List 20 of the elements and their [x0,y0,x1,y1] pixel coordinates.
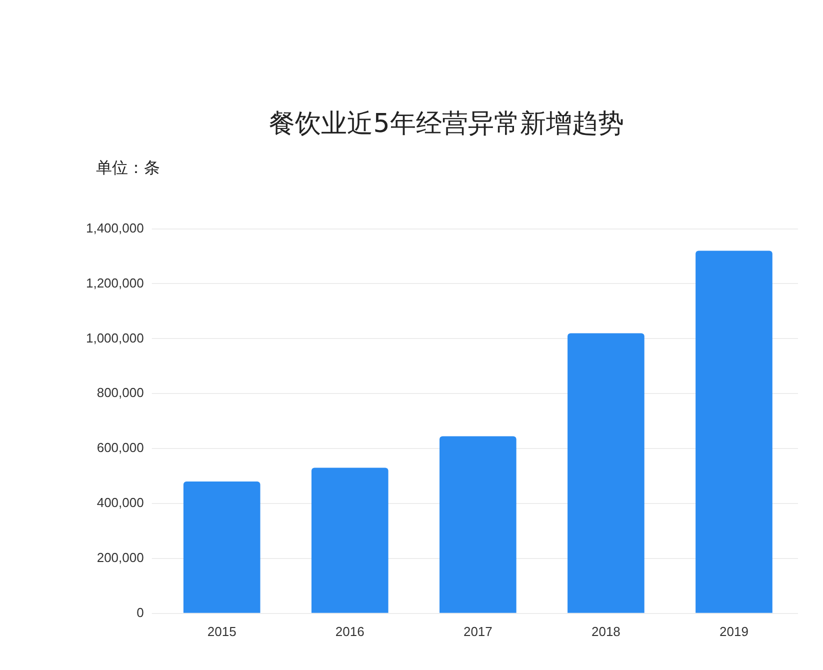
y-tick-label: 1,400,000 [86,220,144,236]
chart-title: 餐饮业近5年经营异常新增趋势 [268,108,625,141]
y-tick-label: 200,000 [96,550,144,566]
bar [183,482,260,613]
y-tick-label: 400,000 [96,495,144,510]
y-axis-title: 单位：条 [96,158,160,179]
y-tick-label: 0 [136,604,144,620]
x-tick-label: 2019 [720,624,748,639]
x-tick-label: 2016 [335,624,364,639]
x-tick-label: 2017 [463,624,492,639]
bar [440,436,516,613]
bar [696,250,772,613]
y-tick-label: 1,000,000 [86,330,144,346]
bar [568,333,644,613]
x-tick-label: 2018 [591,624,620,639]
y-tick-label: 800,000 [96,385,144,400]
y-tick-label: 600,000 [96,440,144,456]
bar [311,468,388,613]
x-tick-label: 2015 [207,624,236,639]
y-tick-label: 1,200,000 [86,275,144,290]
